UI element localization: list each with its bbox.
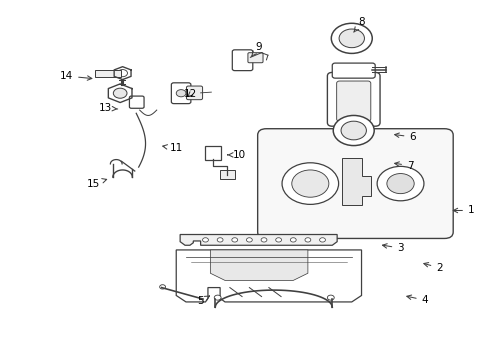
- FancyBboxPatch shape: [336, 81, 370, 121]
- Circle shape: [332, 116, 373, 145]
- Circle shape: [202, 238, 208, 242]
- Circle shape: [217, 238, 223, 242]
- Circle shape: [214, 295, 221, 300]
- FancyBboxPatch shape: [204, 146, 220, 160]
- FancyBboxPatch shape: [331, 63, 374, 78]
- Text: 13: 13: [99, 103, 118, 113]
- Circle shape: [231, 238, 237, 242]
- FancyBboxPatch shape: [219, 170, 235, 179]
- Circle shape: [305, 238, 310, 242]
- Circle shape: [376, 166, 423, 201]
- Circle shape: [327, 295, 333, 300]
- Polygon shape: [210, 250, 307, 280]
- Circle shape: [176, 90, 185, 97]
- Text: 12: 12: [184, 89, 197, 99]
- Polygon shape: [180, 234, 336, 245]
- Circle shape: [246, 238, 252, 242]
- Circle shape: [290, 238, 296, 242]
- Circle shape: [261, 238, 266, 242]
- FancyBboxPatch shape: [247, 53, 263, 63]
- Text: 9: 9: [251, 42, 262, 57]
- FancyBboxPatch shape: [232, 50, 252, 71]
- Text: 8: 8: [353, 17, 364, 32]
- FancyBboxPatch shape: [186, 86, 202, 100]
- FancyBboxPatch shape: [327, 72, 379, 126]
- Circle shape: [113, 88, 127, 98]
- FancyBboxPatch shape: [129, 96, 144, 108]
- Circle shape: [338, 29, 364, 48]
- Text: 1: 1: [452, 206, 473, 216]
- Circle shape: [386, 174, 413, 194]
- Text: 14: 14: [60, 71, 92, 81]
- Polygon shape: [176, 250, 361, 302]
- FancyBboxPatch shape: [95, 69, 121, 77]
- Circle shape: [291, 170, 328, 197]
- Polygon shape: [341, 158, 370, 205]
- Circle shape: [159, 285, 165, 289]
- FancyBboxPatch shape: [257, 129, 452, 238]
- Circle shape: [282, 163, 338, 204]
- Text: 10: 10: [227, 150, 245, 160]
- Text: 5: 5: [197, 296, 209, 306]
- Text: 15: 15: [86, 179, 106, 189]
- Circle shape: [330, 23, 371, 53]
- Circle shape: [340, 121, 366, 140]
- FancyBboxPatch shape: [171, 83, 190, 104]
- Circle shape: [319, 238, 325, 242]
- Text: 7: 7: [394, 161, 413, 171]
- Circle shape: [118, 69, 127, 77]
- Text: 6: 6: [394, 132, 415, 142]
- Text: 4: 4: [406, 295, 427, 305]
- Text: 3: 3: [382, 243, 403, 253]
- Text: 2: 2: [423, 262, 442, 273]
- Text: 11: 11: [163, 143, 183, 153]
- Circle shape: [275, 238, 281, 242]
